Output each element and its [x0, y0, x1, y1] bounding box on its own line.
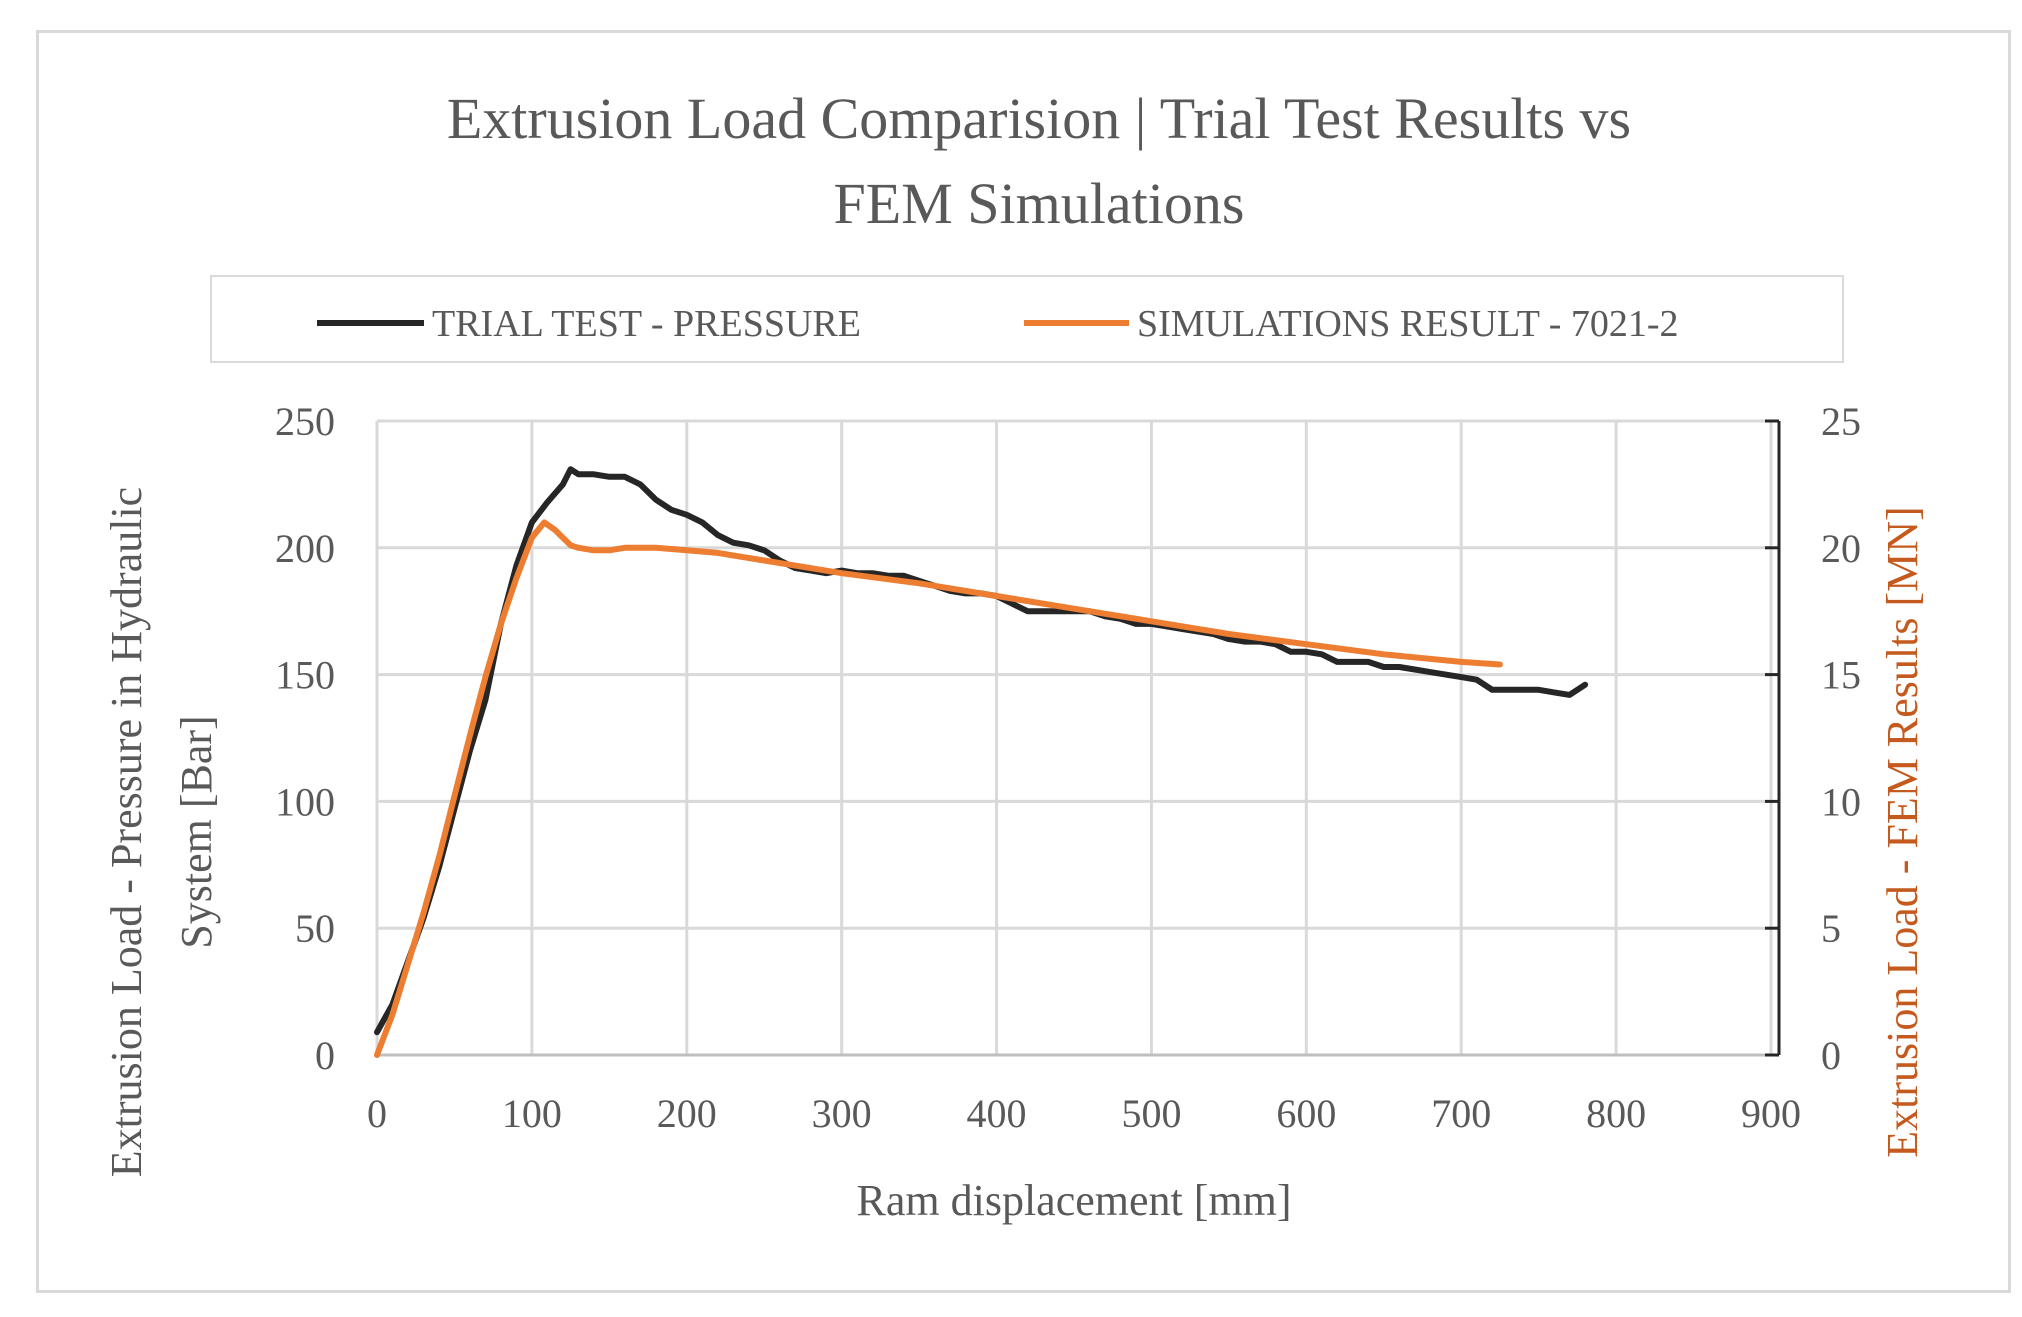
y-tick-label: 250 [275, 399, 335, 444]
x-tick-label: 500 [1121, 1091, 1181, 1136]
y-tick-labels: 0 50 100 150 200 250 [275, 399, 335, 1078]
y2-tick-label: 20 [1821, 526, 1861, 571]
y2-tick-label: 10 [1821, 779, 1861, 824]
y2-tick-label: 15 [1821, 653, 1861, 698]
legend-trial-label: TRIAL TEST - PRESSURE [432, 303, 861, 345]
series-lines [374, 466, 1589, 1058]
y-tick-label: 200 [275, 526, 335, 571]
x-tick-label: 800 [1586, 1091, 1646, 1136]
y-tick-label: 100 [275, 779, 335, 824]
y2-tick-label: 0 [1821, 1033, 1841, 1078]
chart-svg: Extrusion Load Comparision | Trial Test … [102, 86, 1927, 1225]
y-tick-label: 0 [315, 1033, 335, 1078]
y-tick-label: 50 [295, 906, 335, 951]
y-tick-label: 150 [275, 653, 335, 698]
y2-tick-label: 25 [1821, 399, 1861, 444]
y2-tick-label: 5 [1821, 906, 1841, 951]
legend: TRIAL TEST - PRESSURE SIMULATIONS RESULT… [210, 275, 1844, 363]
x-tick-labels: 0 100 200 300 400 500 600 700 800 900 [367, 1091, 1801, 1136]
chart-title-line-1: Extrusion Load Comparision | Trial Test … [447, 86, 1631, 151]
axes [375, 419, 1781, 1057]
x-tick-label: 700 [1431, 1091, 1491, 1136]
y-axis-label-line-1: Extrusion Load - Pressure in Hydraulic [102, 487, 151, 1177]
chart-frame: Extrusion Load Comparision | Trial Test … [36, 30, 2011, 1293]
y2-tick-labels: 0 5 10 15 20 25 [1821, 399, 1861, 1078]
gridlines [377, 419, 1773, 1055]
legend-sim-label: SIMULATIONS RESULT - 7021-2 [1137, 303, 1679, 345]
x-tick-label: 600 [1276, 1091, 1336, 1136]
chart-title-line-2: FEM Simulations [834, 171, 1245, 236]
legend-box [210, 275, 1844, 363]
x-tick-label: 0 [367, 1091, 387, 1136]
x-tick-label: 900 [1741, 1091, 1801, 1136]
series-simulation-line [374, 519, 1503, 1058]
x-tick-label: 100 [502, 1091, 562, 1136]
y-axis-label: Extrusion Load - Pressure in Hydraulic S… [102, 487, 221, 1177]
y2-axis-label: Extrusion Load - FEM Results [MN] [1878, 506, 1927, 1157]
x-tick-label: 200 [657, 1091, 717, 1136]
y-axis-label-line-2: System [Bar] [172, 715, 221, 948]
x-tick-label: 400 [967, 1091, 1027, 1136]
x-axis-label: Ram displacement [mm] [857, 1176, 1292, 1225]
y2-axis-label-text: Extrusion Load - FEM Results [MN] [1878, 506, 1927, 1157]
series-trial-test-line [374, 466, 1589, 1036]
x-tick-label: 300 [812, 1091, 872, 1136]
